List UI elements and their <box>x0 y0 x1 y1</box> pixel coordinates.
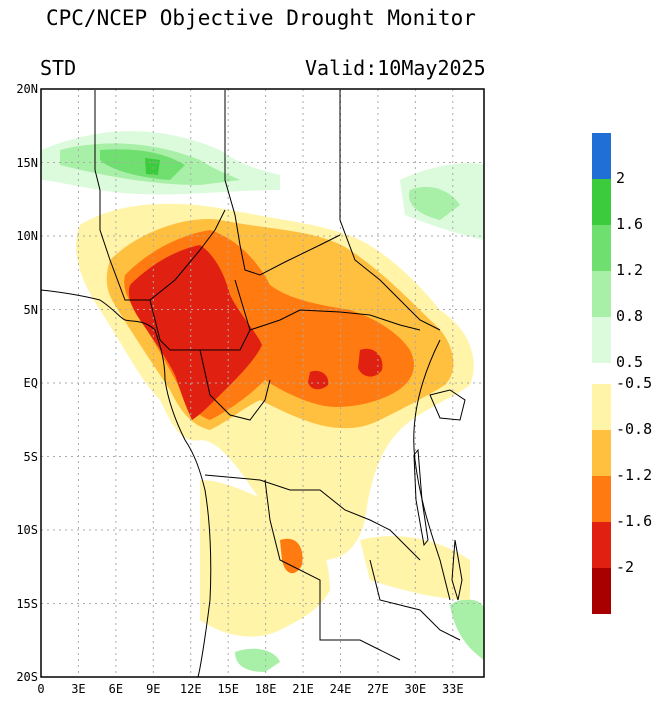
index-label: STD <box>40 56 77 80</box>
colorbar-label: 1.2 <box>616 261 644 279</box>
colorbar-swatch <box>592 317 611 363</box>
coastline-west <box>41 289 212 677</box>
colorbar-label: 1.6 <box>616 215 644 233</box>
colorbar-swatch <box>592 522 611 568</box>
country-borders <box>41 90 466 677</box>
lon-tick-label: 30E <box>404 682 427 696</box>
colorbar-label: 2 <box>616 169 626 187</box>
wet-field-south-east <box>450 599 484 660</box>
lat-tick-label: 10S <box>16 523 38 537</box>
lon-tick-label: 6E <box>108 682 124 696</box>
colorbar-label: 0.5 <box>616 353 644 371</box>
lat-tick-label: 10N <box>16 229 38 243</box>
colorbar <box>592 133 611 614</box>
lake-tanganyika <box>413 448 429 547</box>
colorbar-swatch <box>592 271 611 317</box>
wet-field-south <box>235 648 280 672</box>
lat-tick-label: 15S <box>16 596 38 611</box>
lon-tick-label: 3E <box>71 682 86 696</box>
colorbar-swatch <box>592 568 611 614</box>
lon-tick-label: 21E <box>292 682 314 696</box>
lat-tick-label: EQ <box>23 376 38 390</box>
dry-field-se <box>360 536 470 600</box>
lat-tick-label: 5S <box>23 449 38 464</box>
border-nigeria <box>94 90 226 301</box>
colorbar-label: -0.5 <box>616 374 653 392</box>
lake-malawi <box>451 539 463 601</box>
lon-tick-label: 18E <box>254 682 277 696</box>
border-drc-south <box>204 474 421 561</box>
graticule <box>41 89 484 677</box>
lon-tick-label: 24E <box>329 682 352 696</box>
colorbar-label: -1.6 <box>616 512 653 530</box>
border-drc-east <box>413 339 451 601</box>
lat-tick-label: 5N <box>23 302 38 317</box>
colorbar-swatch <box>592 430 611 476</box>
lon-tick-label: 15E <box>217 682 240 696</box>
lon-tick-label: 9E <box>146 682 161 696</box>
colorbar-swatch <box>592 225 611 271</box>
colorbar-swatch <box>592 384 611 430</box>
dry-field-south <box>200 480 330 637</box>
map-title: CPC/NCEP Objective Drought Monitor <box>46 6 476 30</box>
lon-tick-label: 12E <box>179 682 202 696</box>
lon-tick-label: 33E <box>441 682 464 696</box>
border-angola <box>264 479 401 661</box>
colorbar-label: -0.8 <box>616 420 653 438</box>
wet-field-sahel-core <box>100 149 185 180</box>
colorbar-swatch <box>592 179 611 225</box>
lon-tick-label: 0 <box>37 682 45 696</box>
dry-field-severe-central <box>308 370 329 390</box>
lat-tick-label: 15N <box>16 155 38 170</box>
colorbar-swatch <box>592 133 611 179</box>
lat-tick-label: 20N <box>16 82 38 96</box>
colorbar-swatch <box>592 476 611 522</box>
border-congo <box>199 349 271 421</box>
dry-field-severe-east <box>358 348 383 377</box>
lat-tick-label: 20S <box>16 670 38 684</box>
border-sudan <box>339 90 441 331</box>
colorbar-label: -1.2 <box>616 466 653 484</box>
dry-field-severe <box>128 245 262 420</box>
plot-frame <box>40 88 485 678</box>
border-cameroon <box>149 299 251 351</box>
lon-tick-label: 27E <box>367 682 389 696</box>
anomaly-fields <box>41 131 484 672</box>
border-car <box>234 279 421 331</box>
border-chad <box>224 90 341 276</box>
wet-field-sahel-max <box>145 158 160 175</box>
wet-field-east-mid <box>409 186 460 220</box>
dry-field-south-strong <box>280 538 303 574</box>
lake-victoria <box>429 389 466 421</box>
valid-date: Valid:10May2025 <box>305 56 486 80</box>
colorbar-label: -2 <box>616 558 635 576</box>
colorbar-label: 0.8 <box>616 307 644 325</box>
border-zambia <box>369 559 461 641</box>
